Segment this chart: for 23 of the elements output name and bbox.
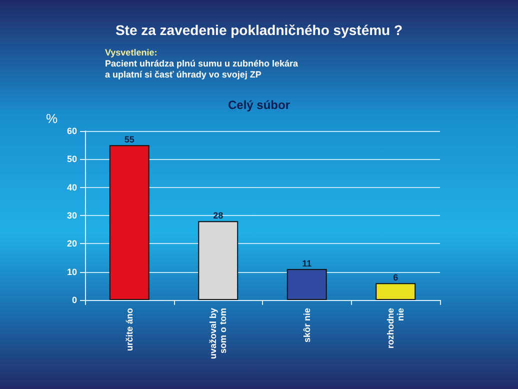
text: Vysvetlenie: — [105, 48, 158, 58]
x-tick-label: rozhodne nie — [386, 308, 406, 348]
y-tick-label: 20 — [66, 238, 77, 249]
y-tick-label: 30 — [66, 210, 77, 220]
bar — [198, 221, 238, 300]
text: Pacient uhrádza plnú sumu u zubného lekára a uplatní si časť úhrady vo svojej ZP — [105, 58, 300, 80]
bar — [286, 269, 327, 300]
x-tick-label: určite áno — [124, 308, 134, 352]
y-axis-title: % — [46, 111, 58, 126]
chart-title: Ste za zavedenie pokladničného systému ? — [115, 22, 403, 38]
y-tick-label: 60 — [66, 126, 77, 136]
data-label: 6 — [393, 272, 398, 283]
x-tick-label: skôr nie — [302, 308, 312, 343]
x-tick-label: uvažoval by som o tom — [208, 308, 228, 360]
bar — [376, 283, 416, 300]
chart-subtitle: Celý súbor — [228, 98, 290, 112]
y-tick-label: 10 — [66, 266, 77, 277]
y-tick-label: 40 — [66, 182, 77, 192]
bar — [109, 145, 150, 300]
y-tick-label: 50 — [66, 154, 77, 164]
data-label: 55 — [124, 134, 134, 145]
y-tick-label: 0 — [72, 295, 77, 305]
data-label: 11 — [302, 258, 312, 269]
